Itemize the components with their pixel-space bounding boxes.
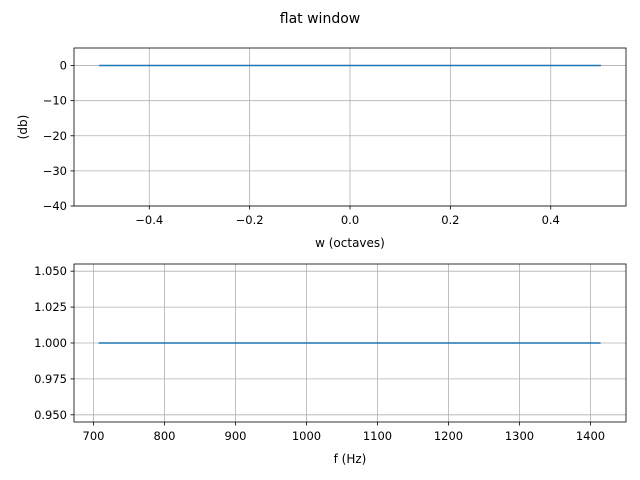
x-tick-label: 1400 [576, 429, 605, 443]
y-tick-label: 0.975 [34, 372, 67, 386]
y-tick-label: −20 [43, 129, 67, 143]
y-tick-label: 0 [60, 59, 67, 73]
bottom-chart: 700 800 900 1000 1100 1200 1300 1400 1.050 1.025 1… [34, 263, 627, 466]
x-tick-label: −0.2 [236, 213, 264, 227]
x-tick-label: 0.0 [341, 213, 359, 227]
x-tick-label: −0.4 [135, 213, 163, 227]
x-tick-label: 800 [154, 429, 176, 443]
y-tick-label: 1.000 [34, 336, 67, 350]
y-axis-label: (db) [16, 115, 30, 140]
y-tick-label: 0.950 [34, 408, 67, 422]
y-tick-label: −40 [43, 199, 67, 213]
figure-title: flat window [280, 11, 360, 27]
y-tick-label: 1.050 [34, 264, 67, 278]
x-tick-label: 1200 [434, 429, 463, 443]
x-tick-label: 900 [225, 429, 247, 443]
top-chart: −0.4 −0.2 0.0 0.2 0.4 0 −10 −20 −30 −40 w (octaves… [16, 47, 627, 250]
x-axis-label: w (octaves) [315, 236, 385, 250]
x-tick-label: 1100 [363, 429, 392, 443]
y-tick-label: 1.025 [34, 300, 67, 314]
y-tick-label: −30 [43, 164, 67, 178]
x-tick-label: 1000 [292, 429, 321, 443]
y-tick-label: −10 [43, 94, 67, 108]
x-tick-label: 0.4 [542, 213, 560, 227]
x-tick-label: 0.2 [441, 213, 459, 227]
x-tick-label: 1300 [505, 429, 534, 443]
x-tick-label: 700 [83, 429, 105, 443]
x-axis-label: f (Hz) [334, 452, 367, 466]
